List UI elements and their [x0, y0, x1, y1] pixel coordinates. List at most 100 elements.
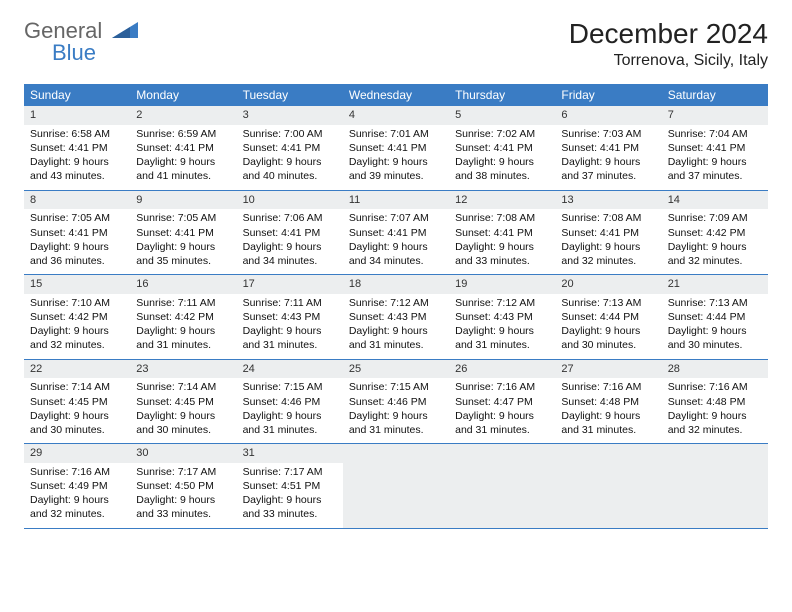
day-number-cell: 23 [130, 359, 236, 378]
day-detail-cell: Sunrise: 7:16 AMSunset: 4:48 PMDaylight:… [555, 378, 661, 443]
day-detail-cell: Sunrise: 7:06 AMSunset: 4:41 PMDaylight:… [237, 209, 343, 274]
day-detail-cell [662, 463, 768, 528]
day-number-cell: 11 [343, 190, 449, 209]
daylight-text-2: and 37 minutes. [668, 169, 762, 183]
sunset-text: Sunset: 4:46 PM [243, 395, 337, 409]
sunset-text: Sunset: 4:41 PM [243, 226, 337, 240]
sunrise-text: Sunrise: 7:03 AM [561, 127, 655, 141]
sunrise-text: Sunrise: 7:08 AM [455, 211, 549, 225]
sunset-text: Sunset: 4:48 PM [668, 395, 762, 409]
day-number-row: 293031 [24, 444, 768, 463]
day-number-cell: 14 [662, 190, 768, 209]
daylight-text-1: Daylight: 9 hours [30, 155, 124, 169]
day-detail-cell: Sunrise: 7:05 AMSunset: 4:41 PMDaylight:… [24, 209, 130, 274]
daylight-text-1: Daylight: 9 hours [455, 409, 549, 423]
day-detail-cell: Sunrise: 7:00 AMSunset: 4:41 PMDaylight:… [237, 125, 343, 190]
sunset-text: Sunset: 4:45 PM [136, 395, 230, 409]
daylight-text-1: Daylight: 9 hours [455, 155, 549, 169]
sunset-text: Sunset: 4:44 PM [561, 310, 655, 324]
day-number-cell [449, 444, 555, 463]
daylight-text-1: Daylight: 9 hours [349, 240, 443, 254]
day-detail-cell [555, 463, 661, 528]
sunrise-text: Sunrise: 7:01 AM [349, 127, 443, 141]
day-number-cell: 21 [662, 275, 768, 294]
day-detail-cell: Sunrise: 7:04 AMSunset: 4:41 PMDaylight:… [662, 125, 768, 190]
daylight-text-1: Daylight: 9 hours [561, 240, 655, 254]
day-number-cell [343, 444, 449, 463]
day-number-cell: 4 [343, 106, 449, 125]
daylight-text-1: Daylight: 9 hours [668, 324, 762, 338]
sunset-text: Sunset: 4:45 PM [30, 395, 124, 409]
day-detail-cell: Sunrise: 7:11 AMSunset: 4:42 PMDaylight:… [130, 294, 236, 359]
day-detail-cell: Sunrise: 7:10 AMSunset: 4:42 PMDaylight:… [24, 294, 130, 359]
sunset-text: Sunset: 4:42 PM [136, 310, 230, 324]
sunrise-text: Sunrise: 7:00 AM [243, 127, 337, 141]
sunrise-text: Sunrise: 7:12 AM [349, 296, 443, 310]
sunrise-text: Sunrise: 7:10 AM [30, 296, 124, 310]
sunset-text: Sunset: 4:51 PM [243, 479, 337, 493]
day-detail-cell: Sunrise: 6:58 AMSunset: 4:41 PMDaylight:… [24, 125, 130, 190]
sunset-text: Sunset: 4:49 PM [30, 479, 124, 493]
weekday-header: Saturday [662, 84, 768, 106]
day-number-cell: 18 [343, 275, 449, 294]
day-number-row: 891011121314 [24, 190, 768, 209]
sunset-text: Sunset: 4:42 PM [30, 310, 124, 324]
day-detail-cell: Sunrise: 7:12 AMSunset: 4:43 PMDaylight:… [343, 294, 449, 359]
daylight-text-1: Daylight: 9 hours [455, 240, 549, 254]
day-detail-cell: Sunrise: 7:08 AMSunset: 4:41 PMDaylight:… [449, 209, 555, 274]
header: General Blue December 2024 Torrenova, Si… [24, 18, 768, 70]
day-number-cell: 22 [24, 359, 130, 378]
day-number-cell: 9 [130, 190, 236, 209]
day-detail-cell [449, 463, 555, 528]
sunrise-text: Sunrise: 7:14 AM [136, 380, 230, 394]
sunrise-text: Sunrise: 7:15 AM [349, 380, 443, 394]
daylight-text-2: and 32 minutes. [30, 507, 124, 521]
day-detail-cell: Sunrise: 6:59 AMSunset: 4:41 PMDaylight:… [130, 125, 236, 190]
weekday-header: Tuesday [237, 84, 343, 106]
day-detail-cell: Sunrise: 7:15 AMSunset: 4:46 PMDaylight:… [343, 378, 449, 443]
day-detail-cell: Sunrise: 7:16 AMSunset: 4:49 PMDaylight:… [24, 463, 130, 528]
daylight-text-2: and 39 minutes. [349, 169, 443, 183]
sunrise-text: Sunrise: 7:16 AM [455, 380, 549, 394]
sunrise-text: Sunrise: 6:58 AM [30, 127, 124, 141]
calendar-body: 1234567Sunrise: 6:58 AMSunset: 4:41 PMDa… [24, 106, 768, 528]
sunset-text: Sunset: 4:44 PM [668, 310, 762, 324]
day-number-cell: 1 [24, 106, 130, 125]
daylight-text-2: and 38 minutes. [455, 169, 549, 183]
day-number-cell: 7 [662, 106, 768, 125]
day-number-cell [555, 444, 661, 463]
daylight-text-2: and 32 minutes. [561, 254, 655, 268]
day-number-cell: 8 [24, 190, 130, 209]
day-detail-cell: Sunrise: 7:08 AMSunset: 4:41 PMDaylight:… [555, 209, 661, 274]
day-detail-cell: Sunrise: 7:11 AMSunset: 4:43 PMDaylight:… [237, 294, 343, 359]
sunset-text: Sunset: 4:41 PM [349, 141, 443, 155]
daylight-text-1: Daylight: 9 hours [136, 409, 230, 423]
day-detail-cell: Sunrise: 7:13 AMSunset: 4:44 PMDaylight:… [662, 294, 768, 359]
sunrise-text: Sunrise: 7:04 AM [668, 127, 762, 141]
sunrise-text: Sunrise: 7:13 AM [668, 296, 762, 310]
day-number-cell: 6 [555, 106, 661, 125]
weekday-header: Friday [555, 84, 661, 106]
daylight-text-1: Daylight: 9 hours [349, 409, 443, 423]
daylight-text-2: and 31 minutes. [243, 423, 337, 437]
day-detail-cell: Sunrise: 7:14 AMSunset: 4:45 PMDaylight:… [24, 378, 130, 443]
day-detail-cell: Sunrise: 7:05 AMSunset: 4:41 PMDaylight:… [130, 209, 236, 274]
day-number-cell: 24 [237, 359, 343, 378]
daylight-text-2: and 31 minutes. [349, 423, 443, 437]
daylight-text-1: Daylight: 9 hours [668, 409, 762, 423]
sunrise-text: Sunrise: 7:07 AM [349, 211, 443, 225]
day-number-cell: 13 [555, 190, 661, 209]
daylight-text-1: Daylight: 9 hours [136, 240, 230, 254]
sunrise-text: Sunrise: 6:59 AM [136, 127, 230, 141]
day-detail-cell: Sunrise: 7:15 AMSunset: 4:46 PMDaylight:… [237, 378, 343, 443]
day-number-cell: 20 [555, 275, 661, 294]
daylight-text-1: Daylight: 9 hours [30, 409, 124, 423]
logo: General Blue [24, 18, 138, 66]
daylight-text-2: and 31 minutes. [455, 423, 549, 437]
sunset-text: Sunset: 4:41 PM [136, 141, 230, 155]
day-detail-cell: Sunrise: 7:02 AMSunset: 4:41 PMDaylight:… [449, 125, 555, 190]
sunset-text: Sunset: 4:41 PM [561, 226, 655, 240]
day-number-cell: 28 [662, 359, 768, 378]
weekday-row: SundayMondayTuesdayWednesdayThursdayFrid… [24, 84, 768, 106]
daylight-text-1: Daylight: 9 hours [243, 155, 337, 169]
